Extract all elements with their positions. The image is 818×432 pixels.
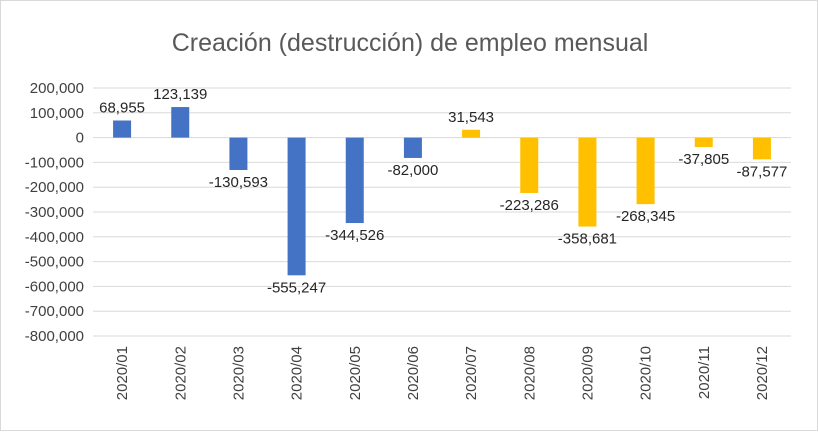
bar — [345, 137, 364, 224]
y-tick-label: -800,000 — [25, 328, 84, 345]
x-tick-label: 2020/01 — [114, 346, 131, 400]
data-label: -268,345 — [616, 208, 675, 225]
bar — [694, 137, 713, 147]
bar — [752, 137, 771, 160]
x-tick-label: 2020/10 — [638, 346, 655, 400]
bar — [520, 137, 539, 193]
y-tick-label: -600,000 — [25, 278, 84, 295]
data-label: -358,681 — [558, 231, 617, 248]
bar — [113, 120, 132, 138]
bar — [229, 137, 248, 170]
y-tick-label: 100,000 — [30, 105, 84, 122]
bar — [462, 129, 481, 138]
y-tick-label: 0 — [76, 130, 84, 147]
y-tick-label: -700,000 — [25, 303, 84, 320]
data-label: -82,000 — [387, 162, 438, 179]
x-tick-label: 2020/05 — [347, 346, 364, 400]
y-tick-label: -200,000 — [25, 179, 84, 196]
data-label: -344,526 — [325, 227, 384, 244]
x-tick-label: 2020/08 — [521, 346, 538, 400]
bar — [171, 107, 190, 138]
data-label: -37,805 — [678, 151, 729, 168]
x-tick-label: 2020/03 — [230, 346, 247, 400]
x-tick-label: 2020/09 — [579, 346, 596, 400]
data-label: -223,286 — [500, 197, 559, 214]
x-tick-label: 2020/04 — [289, 346, 306, 400]
data-label: -555,247 — [267, 279, 326, 296]
data-label: -87,577 — [736, 163, 787, 180]
bar — [287, 137, 306, 276]
y-tick-label: -500,000 — [25, 254, 84, 271]
x-tick-label: 2020/02 — [172, 346, 189, 400]
bar — [636, 137, 655, 205]
x-tick-label: 2020/06 — [405, 346, 422, 400]
bar — [403, 137, 422, 158]
x-tick-label: 2020/11 — [696, 346, 713, 399]
x-tick-label: 2020/07 — [463, 346, 480, 400]
x-tick-label: 2020/12 — [754, 346, 771, 400]
chart-title: Creación (destrucción) de empleo mensual — [172, 29, 649, 57]
y-tick-label: -300,000 — [25, 204, 84, 221]
bar — [578, 137, 597, 227]
y-tick-label: -400,000 — [25, 229, 84, 246]
data-label: 123,139 — [153, 86, 207, 103]
data-label: -130,593 — [209, 174, 268, 191]
data-label: 31,543 — [448, 109, 494, 126]
data-label: 68,955 — [99, 99, 145, 116]
y-tick-label: 200,000 — [30, 80, 84, 97]
y-tick-label: -100,000 — [25, 154, 84, 171]
